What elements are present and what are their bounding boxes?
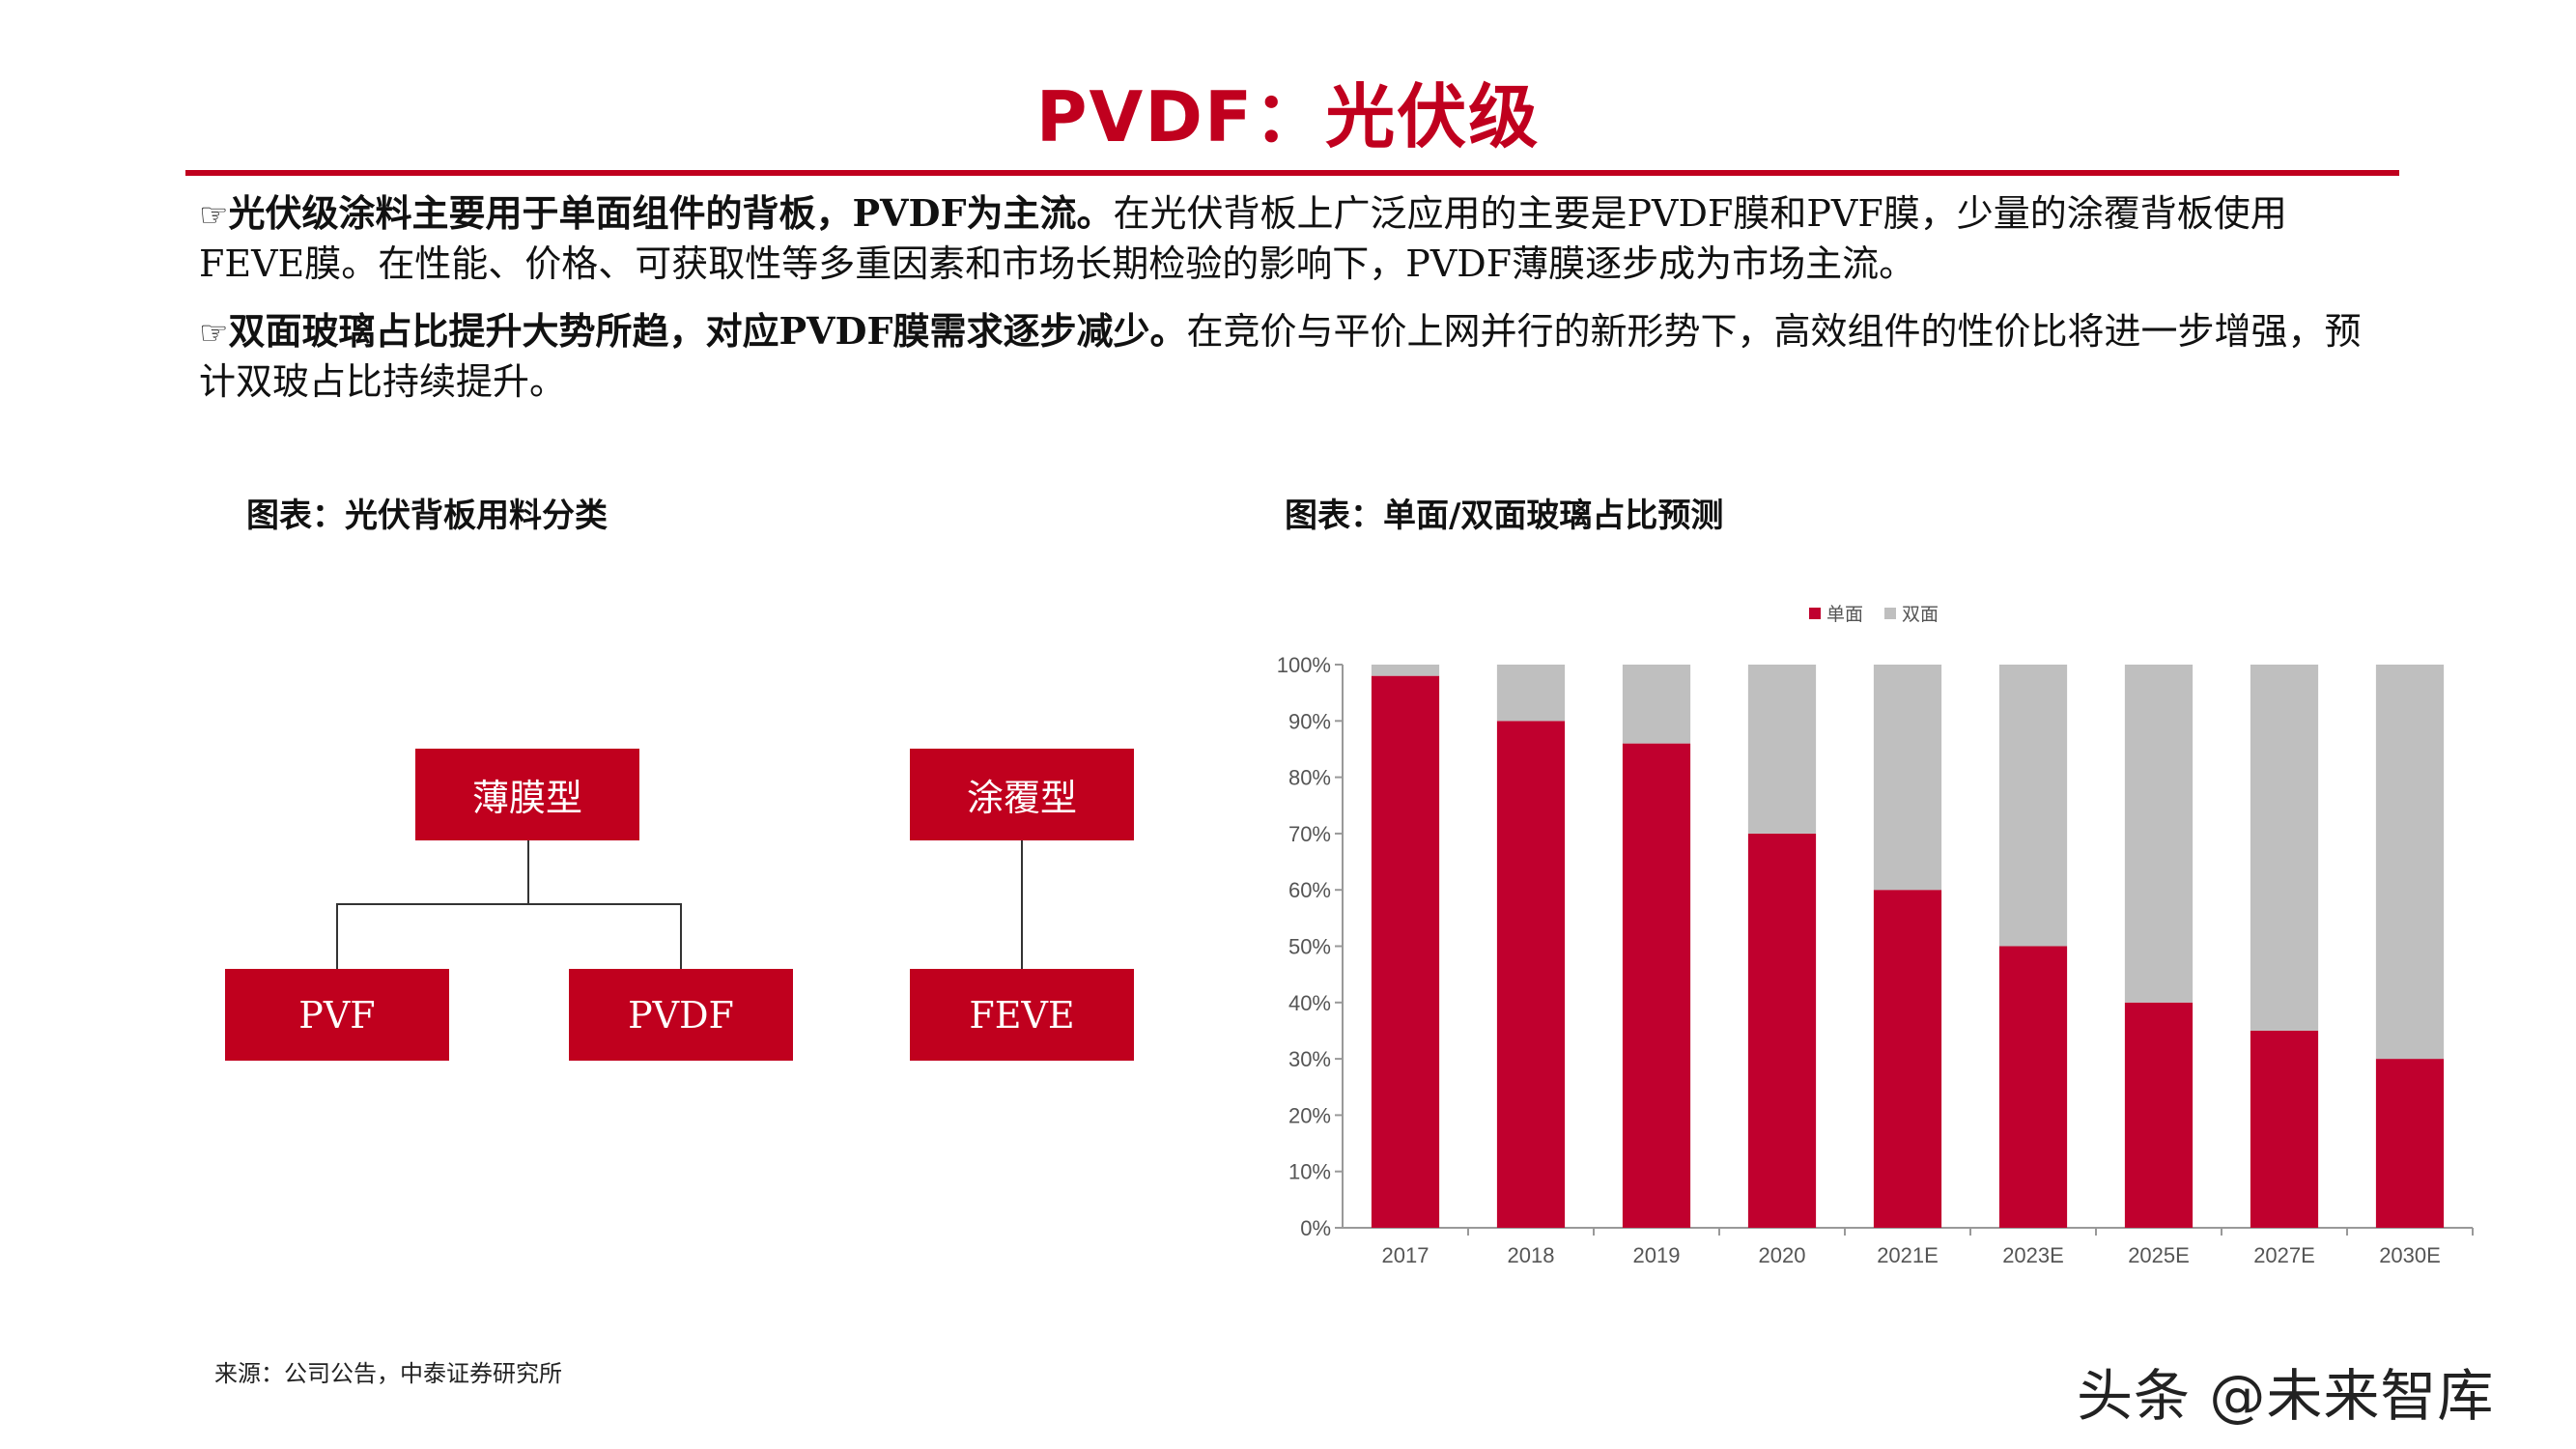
x-tick-label: 2025E bbox=[2128, 1243, 2190, 1267]
bar-双面-2017 bbox=[1371, 665, 1440, 676]
y-tick-label: 40% bbox=[1288, 991, 1331, 1015]
connector-line bbox=[336, 903, 338, 969]
x-tick-label: 2021E bbox=[1877, 1243, 1939, 1267]
watermark: 头条 @未来智库 bbox=[2077, 1363, 2495, 1429]
x-tick-label: 2027E bbox=[2253, 1243, 2315, 1267]
title-divider bbox=[185, 170, 2399, 176]
y-tick-label: 50% bbox=[1288, 935, 1331, 959]
y-tick-label: 60% bbox=[1288, 878, 1331, 902]
stacked-bar-chart: 0% 10% 20% 30% 40% 50% 60% 70% 80% 90% 100% 2017 201… bbox=[1277, 604, 2474, 1267]
x-tick-label: 2030E bbox=[2379, 1243, 2441, 1267]
y-tick-label: 20% bbox=[1288, 1103, 1331, 1127]
bar-双面-2021E bbox=[1873, 665, 1942, 891]
source-note: 来源：公司公告，中泰证券研究所 bbox=[214, 1360, 562, 1387]
bullet-2-bold: 双面玻璃占比提升大势所趋，对应PVDF膜需求逐步减少。 bbox=[228, 309, 1187, 353]
bar-单面-2021E bbox=[1873, 890, 1942, 1228]
bar-单面-2019 bbox=[1622, 743, 1691, 1228]
bar-双面-2025E bbox=[2124, 665, 2194, 1003]
y-tick-label: 100% bbox=[1277, 653, 1331, 677]
bullet-1-text: 在光伏背板上广泛应用的主要是PVDF膜和PVF膜，少量的涂覆背板使用FEVE膜。… bbox=[199, 192, 2287, 285]
x-tick-label: 2017 bbox=[1382, 1243, 1430, 1267]
bar-双面-2020 bbox=[1747, 665, 1817, 834]
y-tick-label: 70% bbox=[1288, 822, 1331, 846]
legend-swatch bbox=[1809, 608, 1821, 619]
bar-单面-2018 bbox=[1496, 721, 1566, 1228]
pvdf-box: PVDF bbox=[569, 969, 793, 1061]
y-tick-label: 90% bbox=[1288, 709, 1331, 733]
coating-type-box: 涂覆型 bbox=[910, 749, 1134, 840]
y-tick-label: 30% bbox=[1288, 1047, 1331, 1071]
page-title: PVDF：光伏级 bbox=[1035, 76, 1541, 157]
bar-双面-2018 bbox=[1496, 665, 1566, 722]
bullet-2: ☞双面玻璃占比提升大势所趋，对应PVDF膜需求逐步减少。在竞价与平价上网并行的新… bbox=[199, 307, 2382, 406]
bar-双面-2019 bbox=[1622, 665, 1691, 744]
bullet-1-bold: 光伏级涂料主要用于单面组件的背板，PVDF为主流。 bbox=[228, 191, 1114, 235]
bar-双面-2023E bbox=[1998, 665, 2068, 947]
x-tick-label: 2018 bbox=[1508, 1243, 1555, 1267]
pvf-box: PVF bbox=[225, 969, 449, 1061]
film-type-box: 薄膜型 bbox=[415, 749, 639, 840]
y-tick-label: 10% bbox=[1288, 1160, 1331, 1184]
x-tick-label: 2020 bbox=[1759, 1243, 1806, 1267]
bar-单面-2027E bbox=[2250, 1030, 2319, 1228]
caption-right: 图表：单面/双面玻璃占比预测 bbox=[1285, 497, 1724, 535]
y-tick-label: 80% bbox=[1288, 766, 1331, 790]
bar-单面-2020 bbox=[1747, 833, 1817, 1228]
bar-单面-2017 bbox=[1371, 675, 1440, 1228]
bar-单面-2030E bbox=[2375, 1059, 2445, 1228]
connector-line bbox=[1021, 840, 1023, 969]
caption-left: 图表：光伏背板用料分类 bbox=[246, 497, 608, 535]
legend-swatch bbox=[1884, 608, 1896, 619]
legend-label: 双面 bbox=[1902, 604, 1939, 625]
bar-单面-2025E bbox=[2124, 1002, 2194, 1228]
bar-双面-2027E bbox=[2250, 665, 2319, 1031]
legend-label: 单面 bbox=[1826, 604, 1863, 625]
bar-双面-2030E bbox=[2375, 665, 2445, 1060]
bar-单面-2023E bbox=[1998, 946, 2068, 1228]
connector-line bbox=[336, 903, 682, 905]
bullet-2-text: 在竞价与平价上网并行的新形势下，高效组件的性价比将进一步增强，预计双玻占比持续提… bbox=[199, 310, 2362, 403]
bullet-1: ☞光伏级涂料主要用于单面组件的背板，PVDF为主流。在光伏背板上广泛应用的主要是… bbox=[199, 189, 2382, 288]
feve-box: FEVE bbox=[910, 969, 1134, 1061]
connector-line bbox=[680, 903, 682, 969]
y-tick-label: 0% bbox=[1300, 1216, 1331, 1240]
pointing-hand-icon: ☞ bbox=[199, 314, 229, 353]
pointing-hand-icon: ☞ bbox=[199, 196, 229, 235]
connector-line bbox=[527, 840, 529, 904]
x-tick-label: 2023E bbox=[2002, 1243, 2064, 1267]
x-tick-label: 2019 bbox=[1633, 1243, 1681, 1267]
